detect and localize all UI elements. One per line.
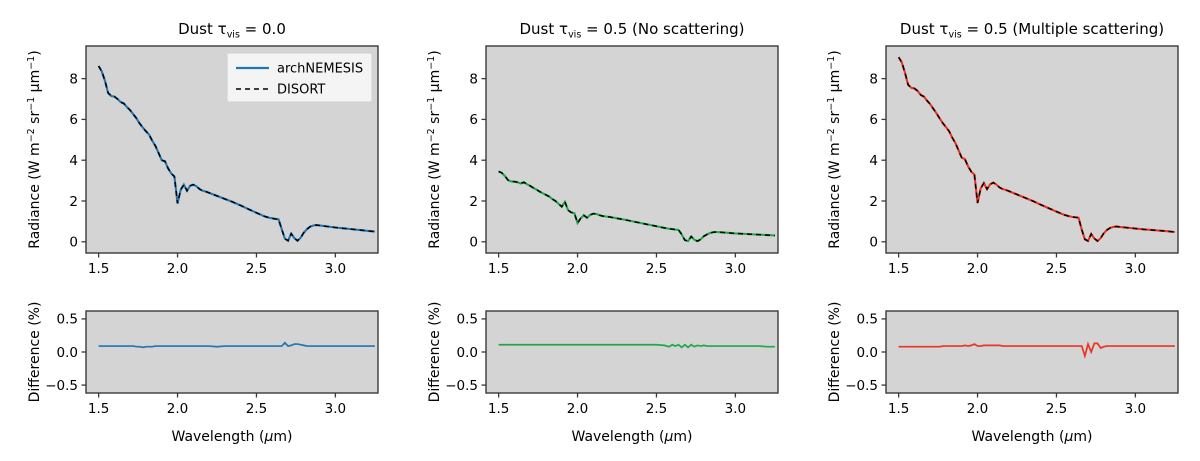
wavelength-axis-label: Wavelength (μm) [172,429,293,445]
diff-x-tick-label: 3.0 [1125,401,1146,417]
x-tick-label: 2.5 [646,261,667,277]
x-tick-label: 3.0 [725,261,746,277]
panel-title: Dust τvis = 0.5 (No scattering) [520,20,745,41]
diff-x-tick-label: 1.5 [488,401,509,417]
y-tick-label: 2 [69,194,78,210]
radiance-axis-label: Radiance (W m−2 sr−1 μm−1) [26,50,43,248]
y-tick-label: 8 [69,71,78,87]
y-tick-label: 4 [69,153,78,169]
diff-x-tick-label: 1.5 [88,401,109,417]
x-tick-label: 3.0 [325,261,346,277]
diff-x-tick-label: 2.5 [646,401,667,417]
difference-axis-label: Difference (%) [27,302,43,403]
difference-plot-area [85,310,379,394]
x-tick-label: 2.0 [167,261,188,277]
x-tick-label: 1.5 [888,261,909,277]
x-tick-label: 2.0 [567,261,588,277]
diff-y-tick-label: 0.5 [57,312,78,328]
diff-y-tick-label: 0.5 [457,312,478,328]
y-tick-label: 4 [469,153,478,169]
panel-3: Dust τvis = 0.5 (Multiple scattering) 0 2 4… [826,20,1179,445]
radiance-axis-label: Radiance (W m−2 sr−1 μm−1) [826,50,843,248]
radiance-plot-area [885,45,1179,254]
diff-y-tick-label: 0.0 [57,345,78,361]
diff-x-tick-label: 2.0 [967,401,988,417]
radiance-line-disort [897,56,1175,242]
x-tick-label: 1.5 [88,261,109,277]
y-tick-label: 6 [469,112,478,128]
panel-title: Dust τvis = 0.5 (Multiple scattering) [900,20,1164,41]
y-tick-label: 2 [469,194,478,210]
wavelength-axis-label: Wavelength (μm) [972,429,1093,445]
diff-x-tick-label: 2.0 [567,401,588,417]
difference-plot-area [485,310,779,394]
diff-x-tick-label: 2.5 [1046,401,1067,417]
y-tick-label: 6 [69,112,78,128]
panel-title: Dust τvis = 0.0 [178,20,286,41]
panel-1: Dust τvis = 0.0 0 2 4 6 8 1.5 2.0 2.5 3.0 Radiance… [26,20,379,445]
x-tick-label: 3.0 [1125,261,1146,277]
y-tick-label: 8 [869,71,878,87]
diff-x-tick-label: 1.5 [888,401,909,417]
difference-line [898,341,1175,360]
difference-line [98,341,375,349]
diff-x-tick-label: 3.0 [725,401,746,417]
diff-x-tick-label: 2.5 [246,401,267,417]
x-tick-label: 2.5 [246,261,267,277]
y-tick-label: 0 [869,235,878,251]
y-tick-label: 2 [869,194,878,210]
y-tick-label: 0 [69,235,78,251]
diff-y-tick-label: 0.0 [457,345,478,361]
panel-2: Dust τvis = 0.5 (No scattering) 0 2 4 6 8 1.5 2… [426,20,779,445]
x-tick-label: 2.0 [967,261,988,277]
difference-axis-label: Difference (%) [427,302,443,403]
y-tick-label: 8 [469,71,478,87]
wavelength-axis-label: Wavelength (μm) [572,429,693,445]
difference-axis-label: Difference (%) [827,302,843,403]
x-tick-label: 1.5 [488,261,509,277]
diff-y-tick-label: 0.0 [857,345,878,361]
y-tick-label: 4 [869,153,878,169]
x-tick-label: 2.5 [1046,261,1067,277]
diff-x-tick-label: 3.0 [325,401,346,417]
diff-y-tick-label: 0.5 [857,312,878,328]
legend-label: archNEMESIS [277,62,363,77]
diff-y-tick-label: −0.5 [45,378,78,394]
legend: archNEMESIS DISORT [226,52,373,103]
radiance-plot-area [485,45,779,254]
diff-x-tick-label: 2.0 [167,401,188,417]
difference-line [498,343,775,349]
difference-plot-area [885,310,1179,394]
radiance-line-disort [498,170,775,243]
radiance-axis-label: Radiance (W m−2 sr−1 μm−1) [426,50,443,248]
y-tick-label: 0 [469,235,478,251]
diff-y-tick-label: −0.5 [845,378,878,394]
radiance-line-archnemesis [97,65,375,243]
diff-y-tick-label: −0.5 [445,378,478,394]
y-tick-label: 6 [869,112,878,128]
legend-label: DISORT [277,83,325,98]
